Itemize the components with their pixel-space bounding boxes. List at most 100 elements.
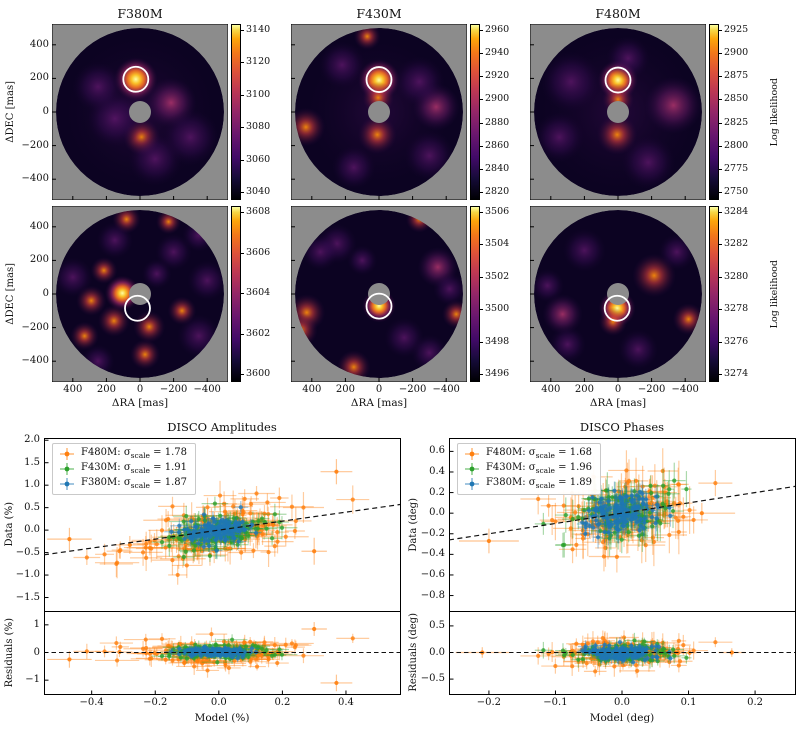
axis-tick-label: 0 (136, 384, 144, 395)
axis-tick-label: 1 (33, 618, 40, 630)
axis-tick-label: −0.2 (143, 697, 168, 708)
axis-tick-label: 0 (614, 384, 622, 395)
axis-tick-label: −400 (671, 384, 699, 395)
likelihood-heatmap (52, 24, 228, 200)
axis-tick-label: 0.0 (24, 524, 40, 536)
colorbar-tick-mark (719, 168, 722, 170)
colorbar-tick-mark (241, 212, 244, 213)
ra-axis-label: ΔRA [mas] (111, 397, 169, 409)
sigma-scale-value: 1.87 (164, 477, 188, 488)
colorbar-tick-mark (241, 293, 244, 294)
colorbar-tick-label: 3502 (485, 270, 510, 282)
colorbar-label: Log likelihood (769, 24, 783, 200)
colorbar-tick-label: 3100 (246, 88, 271, 100)
colorbar-tick-label: 2900 (485, 93, 510, 105)
legend-filter-name: F430M (485, 462, 523, 473)
axis-tick-label: −200 (21, 321, 49, 333)
ra-axis-ticks: 400 200 0 −200 −400 (52, 382, 228, 397)
likelihood-heatmap (530, 24, 706, 200)
map-row: ΔDEC [mas] 400 200 0 −200 −400 F380M 3140 3120 31… (2, 6, 796, 200)
sigma-subscript: scale (130, 481, 150, 490)
sigma-scale-value: 1.78 (164, 447, 188, 458)
sigma-scale-value: 1.96 (569, 462, 592, 473)
colorbar-tick-mark (719, 374, 722, 375)
colorbar-label-text: Log likelihood (769, 77, 780, 147)
map-row: ΔDEC [mas] 400 200 0 −200 −400 400 200 0 −200 −400… (2, 206, 796, 412)
colorbar-tick-label: 3276 (724, 335, 749, 347)
legend-marker-icon (60, 462, 74, 475)
axis-tick-label: −0.5 (420, 673, 445, 685)
legend-entry: F380M: σscale = 1.89 (464, 476, 592, 491)
dec-axis-ticks: 400 200 0 −200 −400 (18, 24, 52, 200)
sigma-subscript: scale (130, 466, 150, 475)
colorbar-tick-label: 3604 (246, 287, 271, 298)
legend-entry-label: F380M: σscale = 1.89 (485, 477, 592, 490)
axis-tick-label: −0.6 (420, 568, 445, 580)
model-axis-label: Model (deg) (589, 712, 655, 724)
sigma-subscript: scale (535, 481, 555, 490)
colorbar-tick-label: 2925 (724, 24, 749, 35)
axis-tick-label: 200 (96, 384, 116, 395)
companion-marker-circle (365, 66, 393, 93)
residuals-axis-label-text: Residuals (deg) (408, 613, 420, 692)
colorbar: 2960 2940 2920 2900 2880 2860 2840 2820 (470, 24, 518, 200)
ra-axis-label: ΔRA [mas] (350, 397, 408, 409)
colorbar-tick-mark (719, 145, 722, 147)
companion-marker-circle (603, 294, 631, 322)
legend-filter-name: F380M (81, 477, 118, 488)
colorbar-tick-mark (719, 30, 722, 31)
map-panel-block: 400 200 0 −200 −400 ΔRA [mas] 3608 3606 3604 3602… (52, 206, 279, 412)
colorbar-tick-label: 2775 (724, 162, 749, 174)
colorbar-tick-label: 3274 (724, 368, 749, 379)
axis-tick-label: −400 (21, 355, 49, 367)
axis-tick-label: 0.0 (210, 697, 227, 708)
likelihood-heatmap (530, 206, 706, 382)
colorbar-tick-mark (480, 374, 483, 375)
axis-tick-label: 0.5 (24, 501, 40, 513)
scatter-plot-section: DISCO Amplitudes Data (%) Residuals (%) 2.0… (2, 420, 796, 728)
panel-title: F380M (117, 6, 163, 21)
colorbar-tick-mark (480, 212, 483, 213)
axis-tick-label: 0.4 (338, 697, 354, 708)
colorbar-tick-mark (480, 341, 483, 343)
axis-tick-label: 0 (42, 288, 49, 299)
colorbar-gradient (709, 24, 719, 200)
axis-tick-label: 400 (63, 384, 83, 395)
legend-marker-icon (464, 462, 479, 475)
colorbar-tick-mark (480, 30, 483, 31)
colorbar-tick-mark (480, 244, 483, 246)
colorbar-tick-label: 2920 (485, 70, 510, 82)
legend-filter-name: F430M (81, 462, 118, 473)
colorbar-gradient (709, 206, 719, 382)
axis-tick-label: 200 (574, 384, 594, 395)
axis-tick-label: 0.2 (274, 697, 291, 708)
sigma-scale-value: 1.89 (569, 477, 592, 488)
axis-tick-label: 1.0 (24, 479, 40, 491)
axis-tick-label: 1.5 (24, 456, 40, 468)
legend-filter-name: F380M (485, 477, 523, 488)
axis-tick-label: −400 (432, 384, 460, 395)
data-axis-label-text: Data (%) (3, 502, 15, 547)
colorbar-tick-label: 3280 (724, 270, 749, 282)
dec-axis-ticks: 400 200 0 −200 −400 (18, 206, 52, 382)
colorbar-label-text: Log likelihood (769, 259, 780, 329)
colorbar: 3284 3282 3280 3278 3276 3274 (709, 206, 757, 382)
panel-title: F480M (595, 6, 641, 21)
colorbar-tick-label: 2900 (724, 47, 749, 59)
colorbar-tick-mark (241, 374, 244, 375)
colorbar-tick-mark (241, 94, 244, 96)
legend-marker-icon (464, 447, 479, 460)
axis-tick-label: −0.5 (15, 546, 40, 558)
colorbar: 3506 3504 3502 3500 3498 3496 (470, 206, 518, 382)
colorbar-tick-mark (480, 145, 483, 147)
map-panel-block: 400 200 0 −200 −400 ΔRA [mas] 3284 3282 3280 3278… (530, 206, 757, 412)
map-panel-block: F430M 2960 2940 2920 2900 2880 2860 2840 2820 (291, 6, 518, 200)
colorbar-tick-mark (241, 192, 244, 193)
colorbar-tick-mark (480, 53, 483, 55)
axis-tick-label: −200 (398, 384, 427, 395)
axis-tick-label: 400 (541, 384, 561, 395)
map-panel-block: 400 200 0 −200 −400 ΔRA [mas] 3506 3504 3502 3500… (291, 206, 518, 412)
axis-tick-label: 0 (375, 384, 383, 395)
axis-tick-label: 0.5 (429, 619, 445, 631)
colorbar-tick-mark (241, 159, 244, 161)
